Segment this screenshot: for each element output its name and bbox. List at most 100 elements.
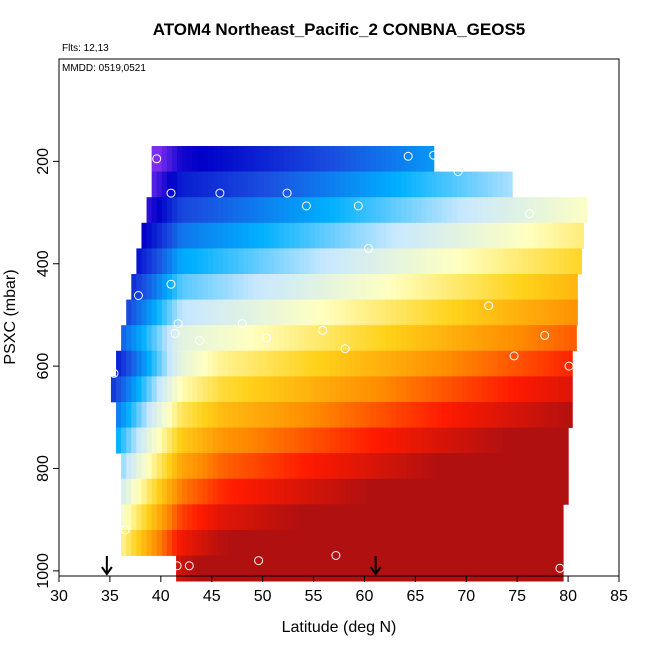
heatmap-cell	[350, 273, 356, 300]
heatmap-cell	[324, 401, 331, 428]
heatmap-cell	[380, 401, 387, 428]
heatmap-cell	[396, 478, 402, 505]
heatmap-cell	[462, 197, 468, 224]
heatmap-cell	[329, 171, 336, 198]
heatmap-cell	[431, 273, 438, 300]
heatmap-cell	[253, 376, 260, 403]
heatmap-cell	[197, 171, 204, 198]
heatmap-cell	[345, 299, 351, 326]
heatmap-cell	[146, 453, 153, 480]
heatmap-cell	[482, 273, 489, 300]
heatmap-cell	[187, 453, 193, 480]
heatmap-cell	[533, 222, 540, 249]
heatmap-cell	[299, 248, 305, 275]
heatmap-cell	[258, 248, 265, 275]
heatmap-cell	[350, 376, 356, 403]
heatmap-cell	[553, 401, 560, 428]
observation-point	[318, 325, 328, 335]
heatmap-cell	[323, 555, 330, 582]
heatmap-cell	[242, 555, 248, 582]
heatmap-cell	[309, 197, 316, 224]
heatmap-cell	[421, 350, 428, 377]
heatmap-cell	[284, 146, 290, 173]
heatmap-cell	[401, 248, 407, 275]
heatmap-cell	[564, 222, 570, 249]
heatmap-cell	[396, 146, 402, 173]
heatmap-cell	[350, 171, 356, 198]
heatmap-cell	[411, 376, 417, 403]
heatmap-cell	[141, 222, 148, 249]
heatmap-cell	[508, 171, 513, 198]
heatmap-cell	[324, 273, 331, 300]
heatmap-cell	[553, 529, 560, 556]
heatmap-cell	[533, 478, 540, 505]
heatmap-cell	[350, 325, 356, 352]
heatmap-cell	[182, 325, 188, 352]
heatmap-cell	[212, 453, 219, 480]
heatmap-cell	[518, 325, 524, 352]
heatmap-cell	[360, 478, 367, 505]
heatmap-cell	[146, 350, 153, 377]
heatmap-cell	[314, 478, 321, 505]
heatmap-cell	[329, 478, 336, 505]
heatmap-cell	[248, 146, 255, 173]
heatmap-cell	[390, 146, 397, 173]
heatmap-cell	[284, 273, 290, 300]
heatmap-cell	[187, 273, 193, 300]
heatmap-cell	[207, 325, 214, 352]
heatmap-cell	[294, 299, 300, 326]
x-tick-label: 75	[508, 588, 526, 605]
heatmap-cell	[538, 248, 545, 275]
heatmap-cell	[421, 171, 428, 198]
heatmap-cell	[370, 248, 377, 275]
heatmap-cell	[141, 504, 148, 531]
heatmap-cell	[380, 171, 387, 198]
observation-point	[173, 319, 183, 329]
observation-point	[215, 188, 225, 198]
heatmap-cell	[166, 478, 173, 505]
heatmap-cell	[436, 529, 443, 556]
heatmap-cell	[380, 478, 387, 505]
heatmap-cell	[477, 222, 484, 249]
heatmap-cell	[405, 555, 411, 582]
heatmap-cell	[492, 222, 499, 249]
heatmap-cell	[217, 529, 224, 556]
heatmap-cell	[258, 273, 265, 300]
heatmap-cell	[263, 401, 270, 428]
heatmap-cell	[233, 453, 239, 480]
heatmap-cell	[401, 350, 407, 377]
heatmap-cell	[248, 453, 255, 480]
heatmap-cell	[166, 171, 173, 198]
heatmap-cell	[172, 273, 178, 300]
heatmap-cell	[370, 325, 377, 352]
heatmap-cell	[513, 529, 519, 556]
heatmap-cell	[370, 427, 377, 454]
heatmap-cell	[411, 427, 417, 454]
heatmap-cell	[233, 197, 239, 224]
y-tick-label: 1000	[35, 553, 52, 589]
heatmap-cell	[370, 273, 377, 300]
heatmap-cell	[411, 350, 417, 377]
heatmap-cell	[497, 325, 504, 352]
heatmap-cell	[350, 197, 356, 224]
heatmap-cell	[238, 376, 244, 403]
heatmap-cell	[528, 350, 535, 377]
heatmap-cell	[207, 401, 214, 428]
heatmap-cell	[110, 376, 117, 403]
heatmap-cell	[431, 222, 438, 249]
heatmap-cell	[151, 197, 158, 224]
heatmap-cell	[334, 222, 341, 249]
heatmap-cell	[161, 325, 168, 352]
heatmap-cell	[268, 325, 275, 352]
heatmap-cell	[248, 529, 255, 556]
heatmap-cell	[401, 504, 407, 531]
heatmap-cell	[156, 273, 163, 300]
heatmap-cell	[406, 299, 412, 326]
heatmap-cell	[243, 401, 249, 428]
heatmap-cell	[334, 453, 341, 480]
heatmap-cell	[431, 171, 438, 198]
heatmap-cell	[156, 376, 163, 403]
heatmap-cell	[467, 171, 473, 198]
heatmap-cell	[487, 248, 494, 275]
heatmap-cell	[263, 273, 270, 300]
